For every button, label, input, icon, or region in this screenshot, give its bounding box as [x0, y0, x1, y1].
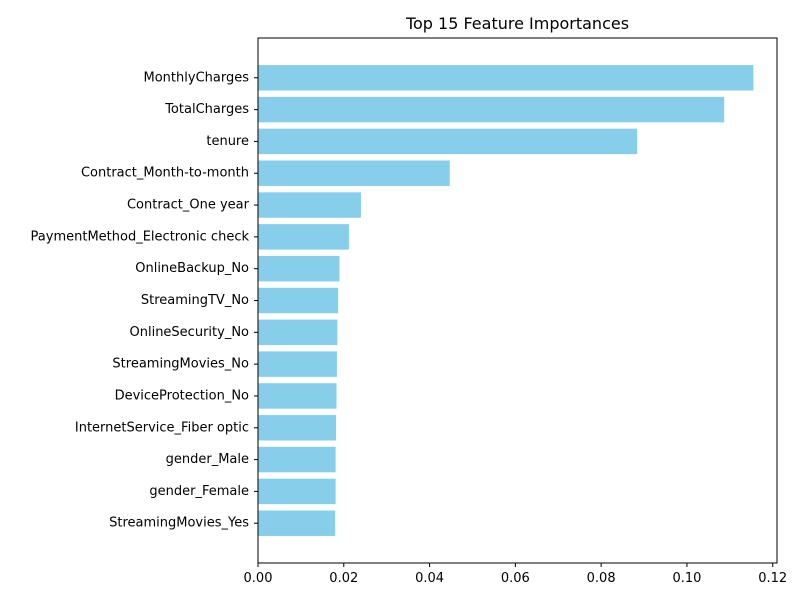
x-tick-label: 0.02	[329, 571, 358, 586]
y-axis-ticks: MonthlyCharges TotalCharges tenure Contract…	[31, 70, 258, 531]
x-tick-label: 0.10	[672, 571, 701, 586]
bar	[258, 96, 725, 123]
y-tick-label: gender_Male	[166, 452, 249, 467]
bar	[258, 478, 336, 505]
y-tick-label: Contract_One year	[127, 198, 250, 213]
plot-frame	[257, 37, 778, 564]
y-tick-label: gender_Female	[149, 484, 249, 499]
y-tick-label: tenure	[206, 134, 249, 149]
bar	[258, 510, 336, 536]
y-tick-label: DeviceProtection_No	[115, 388, 249, 403]
y-tick-label: Contract_Month-to-month	[81, 166, 249, 181]
chart-title: Top 15 Feature Importances	[405, 14, 629, 33]
x-tick-label: 0.04	[415, 571, 444, 586]
y-tick-label: MonthlyCharges	[144, 70, 250, 85]
bar	[258, 255, 340, 282]
y-tick-label: StreamingTV_No	[141, 293, 249, 308]
bar	[258, 287, 339, 314]
x-tick-label: 0.00	[244, 571, 273, 586]
x-tick-label: 0.06	[501, 571, 530, 586]
bar	[258, 415, 337, 441]
bar	[258, 319, 338, 346]
y-tick-label: InternetService_Fiber optic	[75, 420, 249, 435]
x-tick-label: 0.08	[587, 571, 616, 586]
y-tick-label: OnlineSecurity_No	[130, 325, 250, 340]
bar	[258, 160, 450, 186]
x-tick-label: 0.12	[758, 571, 787, 586]
bar	[258, 128, 638, 155]
y-tick-label: StreamingMovies_Yes	[109, 516, 249, 531]
bar	[258, 224, 349, 250]
bar	[258, 383, 337, 409]
y-tick-label: StreamingMovies_No	[112, 357, 249, 372]
bar	[258, 65, 754, 91]
bar	[258, 351, 337, 377]
bar-group	[258, 65, 754, 536]
y-tick-label: TotalCharges	[164, 102, 249, 117]
bar	[258, 446, 336, 473]
bar	[258, 192, 361, 218]
y-tick-label: PaymentMethod_Electronic check	[31, 229, 250, 244]
y-tick-label: OnlineBackup_No	[135, 261, 249, 276]
x-axis-ticks: 0.00 0.02 0.04 0.06 0.08 0.10 0.12	[244, 563, 787, 586]
